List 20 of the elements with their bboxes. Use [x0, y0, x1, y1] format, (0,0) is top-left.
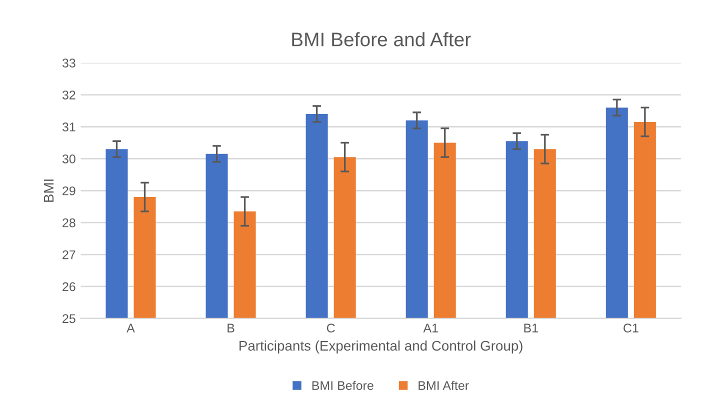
legend-label: BMI Before [312, 380, 374, 390]
chart-title: BMI Before and After [292, 32, 471, 46]
x-tick-label: C1 [624, 324, 638, 332]
x-tick-label: C [326, 324, 335, 332]
x-tick-label: A1 [423, 324, 438, 332]
x-tick-label: A [126, 324, 135, 332]
y-tick-label: 32 [62, 90, 76, 100]
y-tick-label: 30 [62, 154, 76, 164]
x-tick-label: B1 [524, 324, 538, 332]
y-tick-label: 26 [62, 282, 76, 292]
y-tick-label: 29 [62, 186, 76, 196]
y-tick-label: 31 [62, 122, 76, 132]
x-tick-label: B [228, 324, 234, 332]
y-tick-label: 28 [62, 218, 76, 228]
legend-label: BMI After [418, 380, 469, 390]
y-axis-title: BMI [44, 180, 54, 202]
y-tick-label: 27 [62, 250, 76, 260]
y-tick-label: 33 [62, 58, 76, 68]
y-tick-label: 25 [62, 314, 76, 324]
x-axis-title: Participants (Experimental and Control Group) [240, 340, 522, 354]
